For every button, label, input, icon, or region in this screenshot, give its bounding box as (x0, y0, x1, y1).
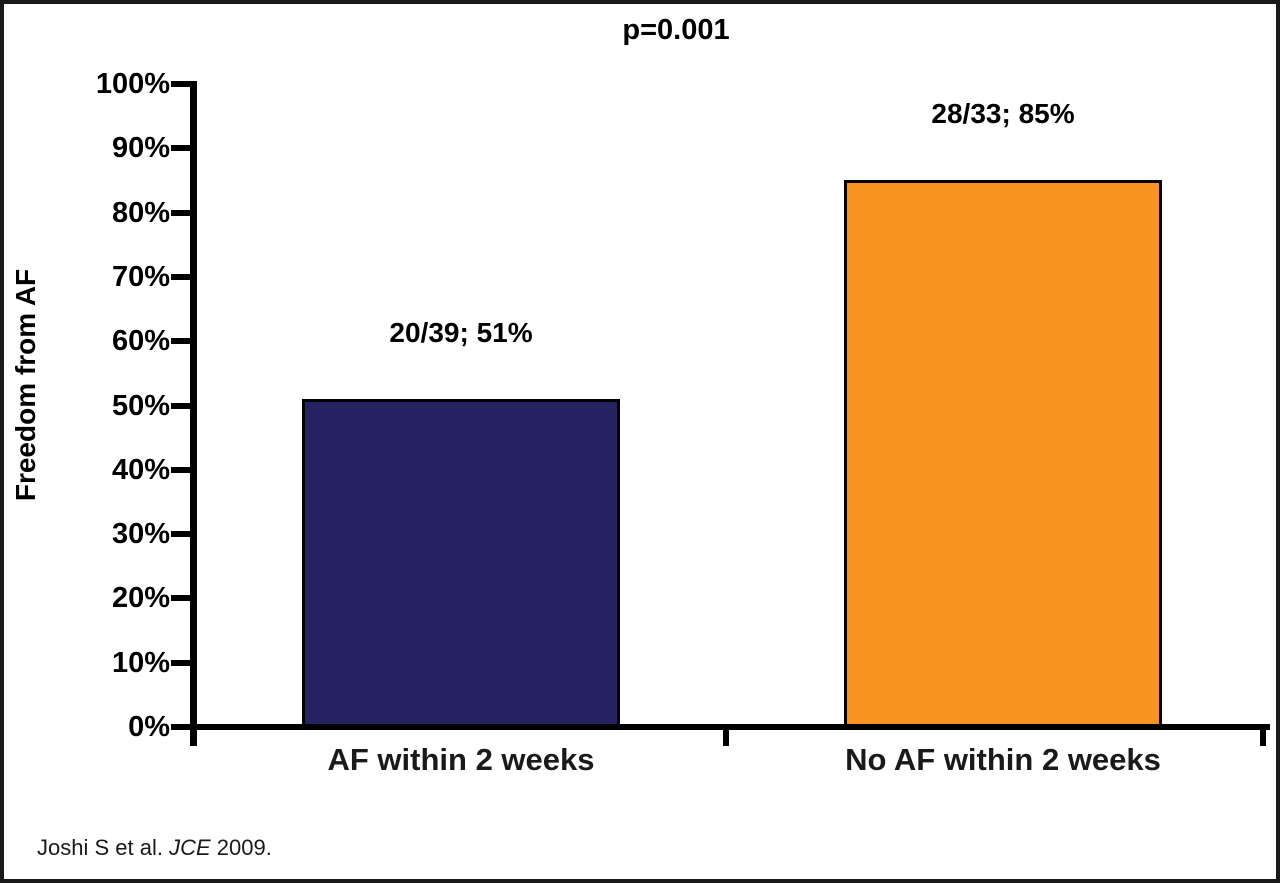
y-tick-label: 10% (111, 646, 170, 679)
y-tick-mark (171, 531, 197, 538)
y-tick-label: 30% (111, 518, 170, 551)
y-tick-label: 40% (111, 453, 170, 486)
y-tick-label: 100% (95, 68, 170, 100)
y-tick-mark (171, 209, 197, 216)
y-tick-mark (171, 338, 197, 345)
x-axis-line (190, 724, 1270, 730)
y-tick-label: 50% (111, 389, 170, 422)
y-tick-mark (171, 595, 197, 602)
y-tick-label: 60% (111, 325, 170, 358)
y-tick-mark (171, 466, 197, 473)
y-tick-label: 80% (111, 196, 170, 229)
y-tick-label: 20% (111, 582, 170, 615)
bar-value-label: 28/33; 85% (931, 98, 1075, 130)
bar-0 (302, 399, 620, 727)
x-category-label: AF within 2 weeks (327, 742, 595, 777)
citation-suffix: 2009. (210, 835, 272, 860)
bar-1 (844, 180, 1162, 727)
y-tick-mark (171, 402, 197, 409)
chart-title: p=0.001 (622, 14, 730, 46)
citation-prefix: Joshi S et al. (37, 835, 170, 860)
x-axis-mid-tick (723, 730, 729, 746)
y-axis-line (190, 81, 197, 746)
y-tick-mark (171, 273, 197, 280)
citation-journal: JCE (169, 835, 211, 860)
y-tick-mark (171, 81, 197, 87)
y-tick-mark (171, 724, 197, 730)
y-tick-mark (171, 145, 197, 152)
y-tick-mark (171, 659, 197, 666)
y-tick-label: 90% (111, 132, 170, 165)
citation: Joshi S et al. JCE 2009. (37, 835, 272, 861)
x-axis-end-tick (1260, 730, 1266, 746)
bar-value-label: 20/39; 51% (389, 317, 533, 349)
x-category-label: No AF within 2 weeks (845, 742, 1161, 777)
y-tick-label: 0% (128, 711, 170, 743)
y-tick-label: 70% (111, 260, 170, 293)
